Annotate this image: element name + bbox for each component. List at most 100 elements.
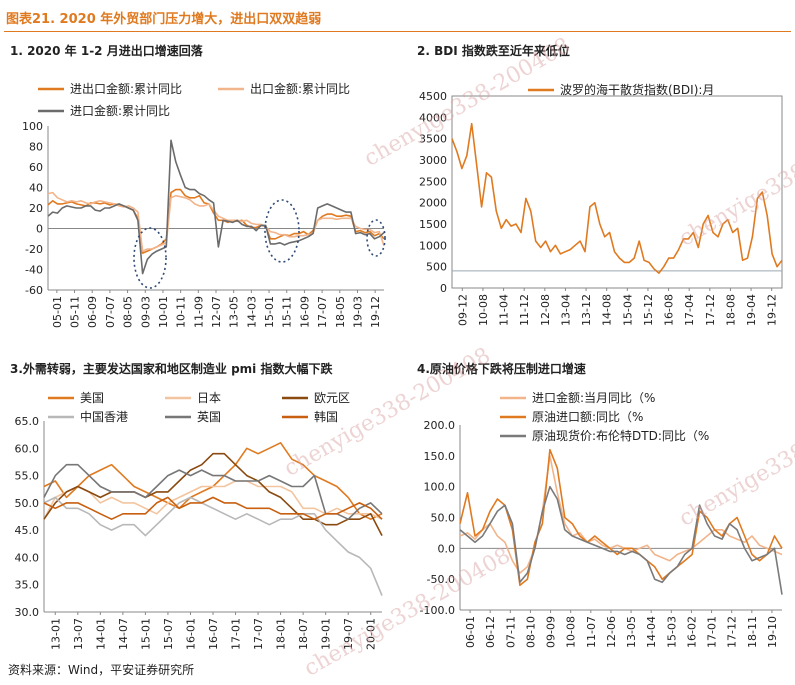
x-tick-label: 19-04 — [745, 294, 758, 326]
y-tick-label: 60.0 — [15, 442, 40, 455]
x-tick-label: 12-06 — [605, 616, 618, 648]
x-tick-label: 19-10 — [766, 616, 779, 648]
x-tick-label: 19-12 — [766, 294, 779, 326]
series-line-4 — [43, 496, 383, 596]
y-tick-label: 55.0 — [15, 470, 40, 483]
chart-4: -100.0 -50.0 0.0 50.0 100.0 150.0 200.0 06-01 06… — [420, 390, 783, 648]
legend-label: 中国香港 — [80, 409, 128, 424]
highlight-ellipse — [133, 227, 167, 289]
y-tick-label: 50.0 — [431, 512, 456, 525]
x-tick-label: 18-05 — [334, 296, 347, 328]
y-tick-label: 3000 — [419, 154, 447, 167]
x-tick-label: 10-11 — [175, 296, 188, 328]
x-tick-label: 10-08 — [477, 294, 490, 326]
series-line-3 — [47, 139, 385, 275]
y-tick-label: 200.0 — [424, 419, 456, 432]
y-tick-label: 1500 — [419, 218, 447, 231]
x-tick-label: 13-04 — [559, 294, 572, 326]
x-tick-label: 05-01 — [51, 296, 64, 328]
x-tick-label: 18-08 — [724, 294, 737, 326]
x-tick-label: 07-11 — [504, 616, 517, 648]
x-tick-label: 12-07 — [210, 296, 223, 328]
legend-label: 进口金额:当月同比（% — [532, 390, 655, 405]
y-tick-label: -40 — [25, 264, 43, 277]
x-tick-label: 17-07 — [252, 618, 265, 650]
legend-label: 进口金额:累计同比 — [70, 103, 170, 118]
chart-1: -60 -40 -20 0 20 40 60 80 100 05-01 05-11 06-09 07-0… — [22, 81, 386, 328]
x-tick-label: 16-02 — [685, 616, 698, 648]
figure-title: 图表21. 2020 年外贸部门压力增大，进出口双双趋弱 — [6, 12, 322, 27]
x-tick-label: 15-01 — [139, 618, 152, 650]
chart-2: 0 500 1000 1500 2000 2500 3000 3500 4000 4500 09-1… — [419, 82, 783, 326]
x-tick-label: 06-09 — [86, 296, 99, 328]
y-tick-label: 60 — [29, 161, 43, 174]
legend-label: 原油进口额:同比（% — [532, 410, 643, 424]
y-tick-label: 500 — [426, 261, 447, 274]
x-tick-label: 08-10 — [524, 616, 537, 648]
legend-label: 美国 — [80, 391, 104, 405]
x-tick-label: 16-09 — [298, 296, 311, 328]
x-tick-label: 13-12 — [580, 294, 593, 326]
series-line-6 — [43, 496, 383, 521]
x-tick-label: 09-09 — [545, 616, 558, 648]
x-tick-label: 17-04 — [683, 294, 696, 326]
x-tick-label: 13-05 — [625, 616, 638, 648]
series-line-1 — [47, 188, 385, 254]
x-tick-label: 14-04 — [645, 616, 658, 648]
y-tick-label: -50.0 — [427, 573, 455, 586]
y-tick-label: 45.0 — [15, 524, 40, 537]
x-tick-label: 17-12 — [726, 616, 739, 648]
y-tick-label: -100.0 — [420, 604, 455, 617]
highlight-ellipse — [264, 199, 300, 263]
x-tick-label: 17-12 — [704, 294, 717, 326]
x-tick-label: 15-01 — [263, 296, 276, 328]
x-tick-label: 09-03 — [139, 296, 152, 328]
x-tick-label: 16-08 — [663, 294, 676, 326]
y-tick-label: 30.0 — [15, 606, 40, 619]
y-tick-label: 40.0 — [15, 551, 40, 564]
legend-label: 欧元区 — [314, 391, 350, 405]
legend-label: 英国 — [197, 410, 221, 424]
y-tick-label: 80 — [29, 141, 43, 154]
x-tick-label: 19-01 — [320, 618, 333, 650]
x-tick-label: 14-07 — [117, 618, 130, 650]
panel-title-4: 4.原油价格下跌将压制进口增速 — [417, 362, 586, 376]
highlight-ellipse — [366, 219, 386, 257]
x-tick-label: 15-12 — [642, 294, 655, 326]
x-tick-label: 17-07 — [316, 296, 329, 328]
x-tick-label: 12-08 — [539, 294, 552, 326]
x-tick-label: 11-04 — [498, 294, 511, 326]
x-tick-label: 15-07 — [162, 618, 175, 650]
series-line-1 — [451, 122, 783, 274]
y-tick-label: 2000 — [419, 197, 447, 210]
y-tick-label: 150.0 — [424, 450, 456, 463]
x-tick-label: 09-12 — [456, 294, 469, 326]
panel-title-3: 3.外需转弱，主要发达国家和地区制造业 pmi 指数大幅下跌 — [10, 362, 333, 376]
y-tick-label: -20 — [25, 243, 43, 256]
y-tick-label: -60 — [25, 284, 43, 297]
x-tick-label: 06-01 — [464, 616, 477, 648]
y-tick-label: 4500 — [419, 90, 447, 103]
x-tick-label: 06-12 — [484, 616, 497, 648]
y-tick-label: 20 — [29, 202, 43, 215]
x-tick-label: 19-07 — [342, 618, 355, 650]
x-tick-label: 07-07 — [104, 296, 117, 328]
legend-label: 日本 — [197, 391, 221, 405]
legend-label: 出口金额:累计同比 — [250, 81, 350, 96]
y-tick-label: 0.0 — [438, 542, 456, 555]
x-tick-label: 13-01 — [49, 618, 62, 650]
title-rule — [4, 31, 791, 32]
x-tick-label: 14-03 — [245, 296, 258, 328]
x-tick-label: 18-11 — [746, 616, 759, 648]
panel-title-2: 2. BDI 指数跌至近年来低位 — [417, 44, 570, 58]
x-tick-label: 18-07 — [297, 618, 310, 650]
x-tick-label: 16-07 — [207, 618, 220, 650]
x-tick-label: 08-05 — [122, 296, 135, 328]
x-tick-label: 10-01 — [157, 296, 170, 328]
x-tick-label: 17-01 — [706, 616, 719, 648]
x-tick-label: 15-03 — [665, 616, 678, 648]
x-tick-label: 20-01 — [365, 618, 378, 650]
source-note: 资料来源：Wind，平安证券研究所 — [8, 663, 195, 677]
x-tick-label: 16-01 — [184, 618, 197, 650]
